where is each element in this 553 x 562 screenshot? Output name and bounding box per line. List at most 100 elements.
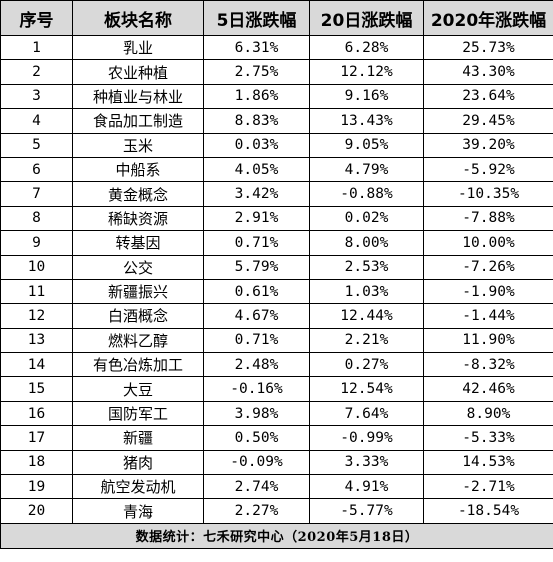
cell-2020-change: -5.33% <box>423 425 553 451</box>
table-row: 8 稀缺资源 2.91% 0.02% -7.88% <box>0 205 553 232</box>
cell-2020-change: -18.54% <box>423 498 553 524</box>
cell-5day-change: 0.71% <box>203 327 310 354</box>
cell-5day-change: 2.75% <box>203 59 310 85</box>
cell-5day-change: 1.86% <box>203 83 310 110</box>
cell-index: 4 <box>0 108 73 134</box>
table-row: 20 青海 2.27% -5.77% -18.54% <box>0 498 553 524</box>
cell-sector-name: 有色冶炼加工 <box>72 352 204 378</box>
cell-5day-change: 5.79% <box>203 254 310 280</box>
table-row: 17 新疆 0.50% -0.99% -5.33% <box>0 425 553 451</box>
cell-sector-name: 种植业与林业 <box>72 83 204 110</box>
cell-2020-change: 29.45% <box>423 108 553 134</box>
cell-5day-change: 8.83% <box>203 108 310 134</box>
cell-sector-name: 乳业 <box>72 34 204 61</box>
cell-index: 15 <box>0 376 73 402</box>
footer-row: 数据统计：七禾研究中心（2020年5月18日） <box>0 522 553 549</box>
table-row: 6 中船系 4.05% 4.79% -5.92% <box>0 156 553 183</box>
cell-index: 5 <box>0 132 73 158</box>
cell-sector-name: 黄金概念 <box>72 181 204 207</box>
cell-2020-change: 10.00% <box>423 230 553 256</box>
table-row: 13 燃料乙醇 0.71% 2.21% 11.90% <box>0 327 553 354</box>
table-row: 11 新疆振兴 0.61% 1.03% -1.90% <box>0 278 553 305</box>
cell-index: 1 <box>0 34 73 61</box>
cell-5day-change: 3.42% <box>203 181 310 207</box>
table-row: 7 黄金概念 3.42% -0.88% -10.35% <box>0 181 553 207</box>
cell-5day-change: 0.61% <box>203 278 310 305</box>
cell-2020-change: 25.73% <box>423 34 553 61</box>
cell-index: 6 <box>0 156 73 183</box>
cell-20day-change: 9.16% <box>309 83 424 110</box>
cell-2020-change: 8.90% <box>423 400 553 427</box>
cell-5day-change: 3.98% <box>203 400 310 427</box>
cell-sector-name: 大豆 <box>72 376 204 402</box>
cell-5day-change: 2.48% <box>203 352 310 378</box>
cell-20day-change: 2.53% <box>309 254 424 280</box>
cell-sector-name: 青海 <box>72 498 204 524</box>
sector-performance-table: 序号 板块名称 5日涨跌幅 20日涨跌幅 2020年涨跌幅 1 乳业 6.31% 6.… <box>0 0 553 549</box>
cell-2020-change: 14.53% <box>423 449 553 476</box>
cell-2020-change: -1.90% <box>423 278 553 305</box>
cell-5day-change: 2.27% <box>203 498 310 524</box>
cell-sector-name: 白酒概念 <box>72 303 204 329</box>
cell-5day-change: 2.91% <box>203 205 310 232</box>
cell-20day-change: 1.03% <box>309 278 424 305</box>
cell-20day-change: -5.77% <box>309 498 424 524</box>
cell-sector-name: 猪肉 <box>72 449 204 476</box>
table-row: 3 种植业与林业 1.86% 9.16% 23.64% <box>0 83 553 110</box>
cell-20day-change: 4.79% <box>309 156 424 183</box>
cell-2020-change: -5.92% <box>423 156 553 183</box>
cell-index: 20 <box>0 498 73 524</box>
header-row: 序号 板块名称 5日涨跌幅 20日涨跌幅 2020年涨跌幅 <box>0 0 553 36</box>
cell-sector-name: 新疆振兴 <box>72 278 204 305</box>
table-row: 9 转基因 0.71% 8.00% 10.00% <box>0 230 553 256</box>
cell-sector-name: 转基因 <box>72 230 204 256</box>
cell-2020-change: 42.46% <box>423 376 553 402</box>
table-row: 1 乳业 6.31% 6.28% 25.73% <box>0 34 553 61</box>
cell-index: 12 <box>0 303 73 329</box>
cell-20day-change: 0.02% <box>309 205 424 232</box>
cell-2020-change: 23.64% <box>423 83 553 110</box>
table-footer: 数据统计：七禾研究中心（2020年5月18日） <box>0 522 553 549</box>
cell-2020-change: -7.26% <box>423 254 553 280</box>
cell-index: 10 <box>0 254 73 280</box>
cell-5day-change: 6.31% <box>203 34 310 61</box>
cell-2020-change: -10.35% <box>423 181 553 207</box>
cell-5day-change: 0.03% <box>203 132 310 158</box>
cell-2020-change: 11.90% <box>423 327 553 354</box>
cell-2020-change: 43.30% <box>423 59 553 85</box>
table-row: 10 公交 5.79% 2.53% -7.26% <box>0 254 553 280</box>
cell-2020-change: 39.20% <box>423 132 553 158</box>
cell-index: 19 <box>0 474 73 500</box>
cell-2020-change: -1.44% <box>423 303 553 329</box>
cell-20day-change: 7.64% <box>309 400 424 427</box>
cell-5day-change: -0.16% <box>203 376 310 402</box>
cell-sector-name: 玉米 <box>72 132 204 158</box>
cell-sector-name: 农业种植 <box>72 59 204 85</box>
cell-sector-name: 中船系 <box>72 156 204 183</box>
cell-2020-change: -8.32% <box>423 352 553 378</box>
table-row: 12 白酒概念 4.67% 12.44% -1.44% <box>0 303 553 329</box>
cell-sector-name: 国防军工 <box>72 400 204 427</box>
cell-index: 17 <box>0 425 73 451</box>
table-row: 18 猪肉 -0.09% 3.33% 14.53% <box>0 449 553 476</box>
header-5day-change: 5日涨跌幅 <box>203 0 310 36</box>
cell-index: 8 <box>0 205 73 232</box>
cell-index: 9 <box>0 230 73 256</box>
table-row: 16 国防军工 3.98% 7.64% 8.90% <box>0 400 553 427</box>
table-row: 2 农业种植 2.75% 12.12% 43.30% <box>0 59 553 85</box>
cell-index: 11 <box>0 278 73 305</box>
header-2020-change: 2020年涨跌幅 <box>423 0 553 36</box>
data-source-note: 数据统计：七禾研究中心（2020年5月18日） <box>0 522 553 549</box>
cell-5day-change: 4.67% <box>203 303 310 329</box>
table-header: 序号 板块名称 5日涨跌幅 20日涨跌幅 2020年涨跌幅 <box>0 0 553 36</box>
cell-20day-change: 4.91% <box>309 474 424 500</box>
cell-20day-change: 8.00% <box>309 230 424 256</box>
cell-index: 13 <box>0 327 73 354</box>
cell-sector-name: 航空发动机 <box>72 474 204 500</box>
cell-20day-change: 9.05% <box>309 132 424 158</box>
cell-20day-change: 12.44% <box>309 303 424 329</box>
table-row: 14 有色冶炼加工 2.48% 0.27% -8.32% <box>0 352 553 378</box>
cell-index: 7 <box>0 181 73 207</box>
cell-20day-change: 12.54% <box>309 376 424 402</box>
